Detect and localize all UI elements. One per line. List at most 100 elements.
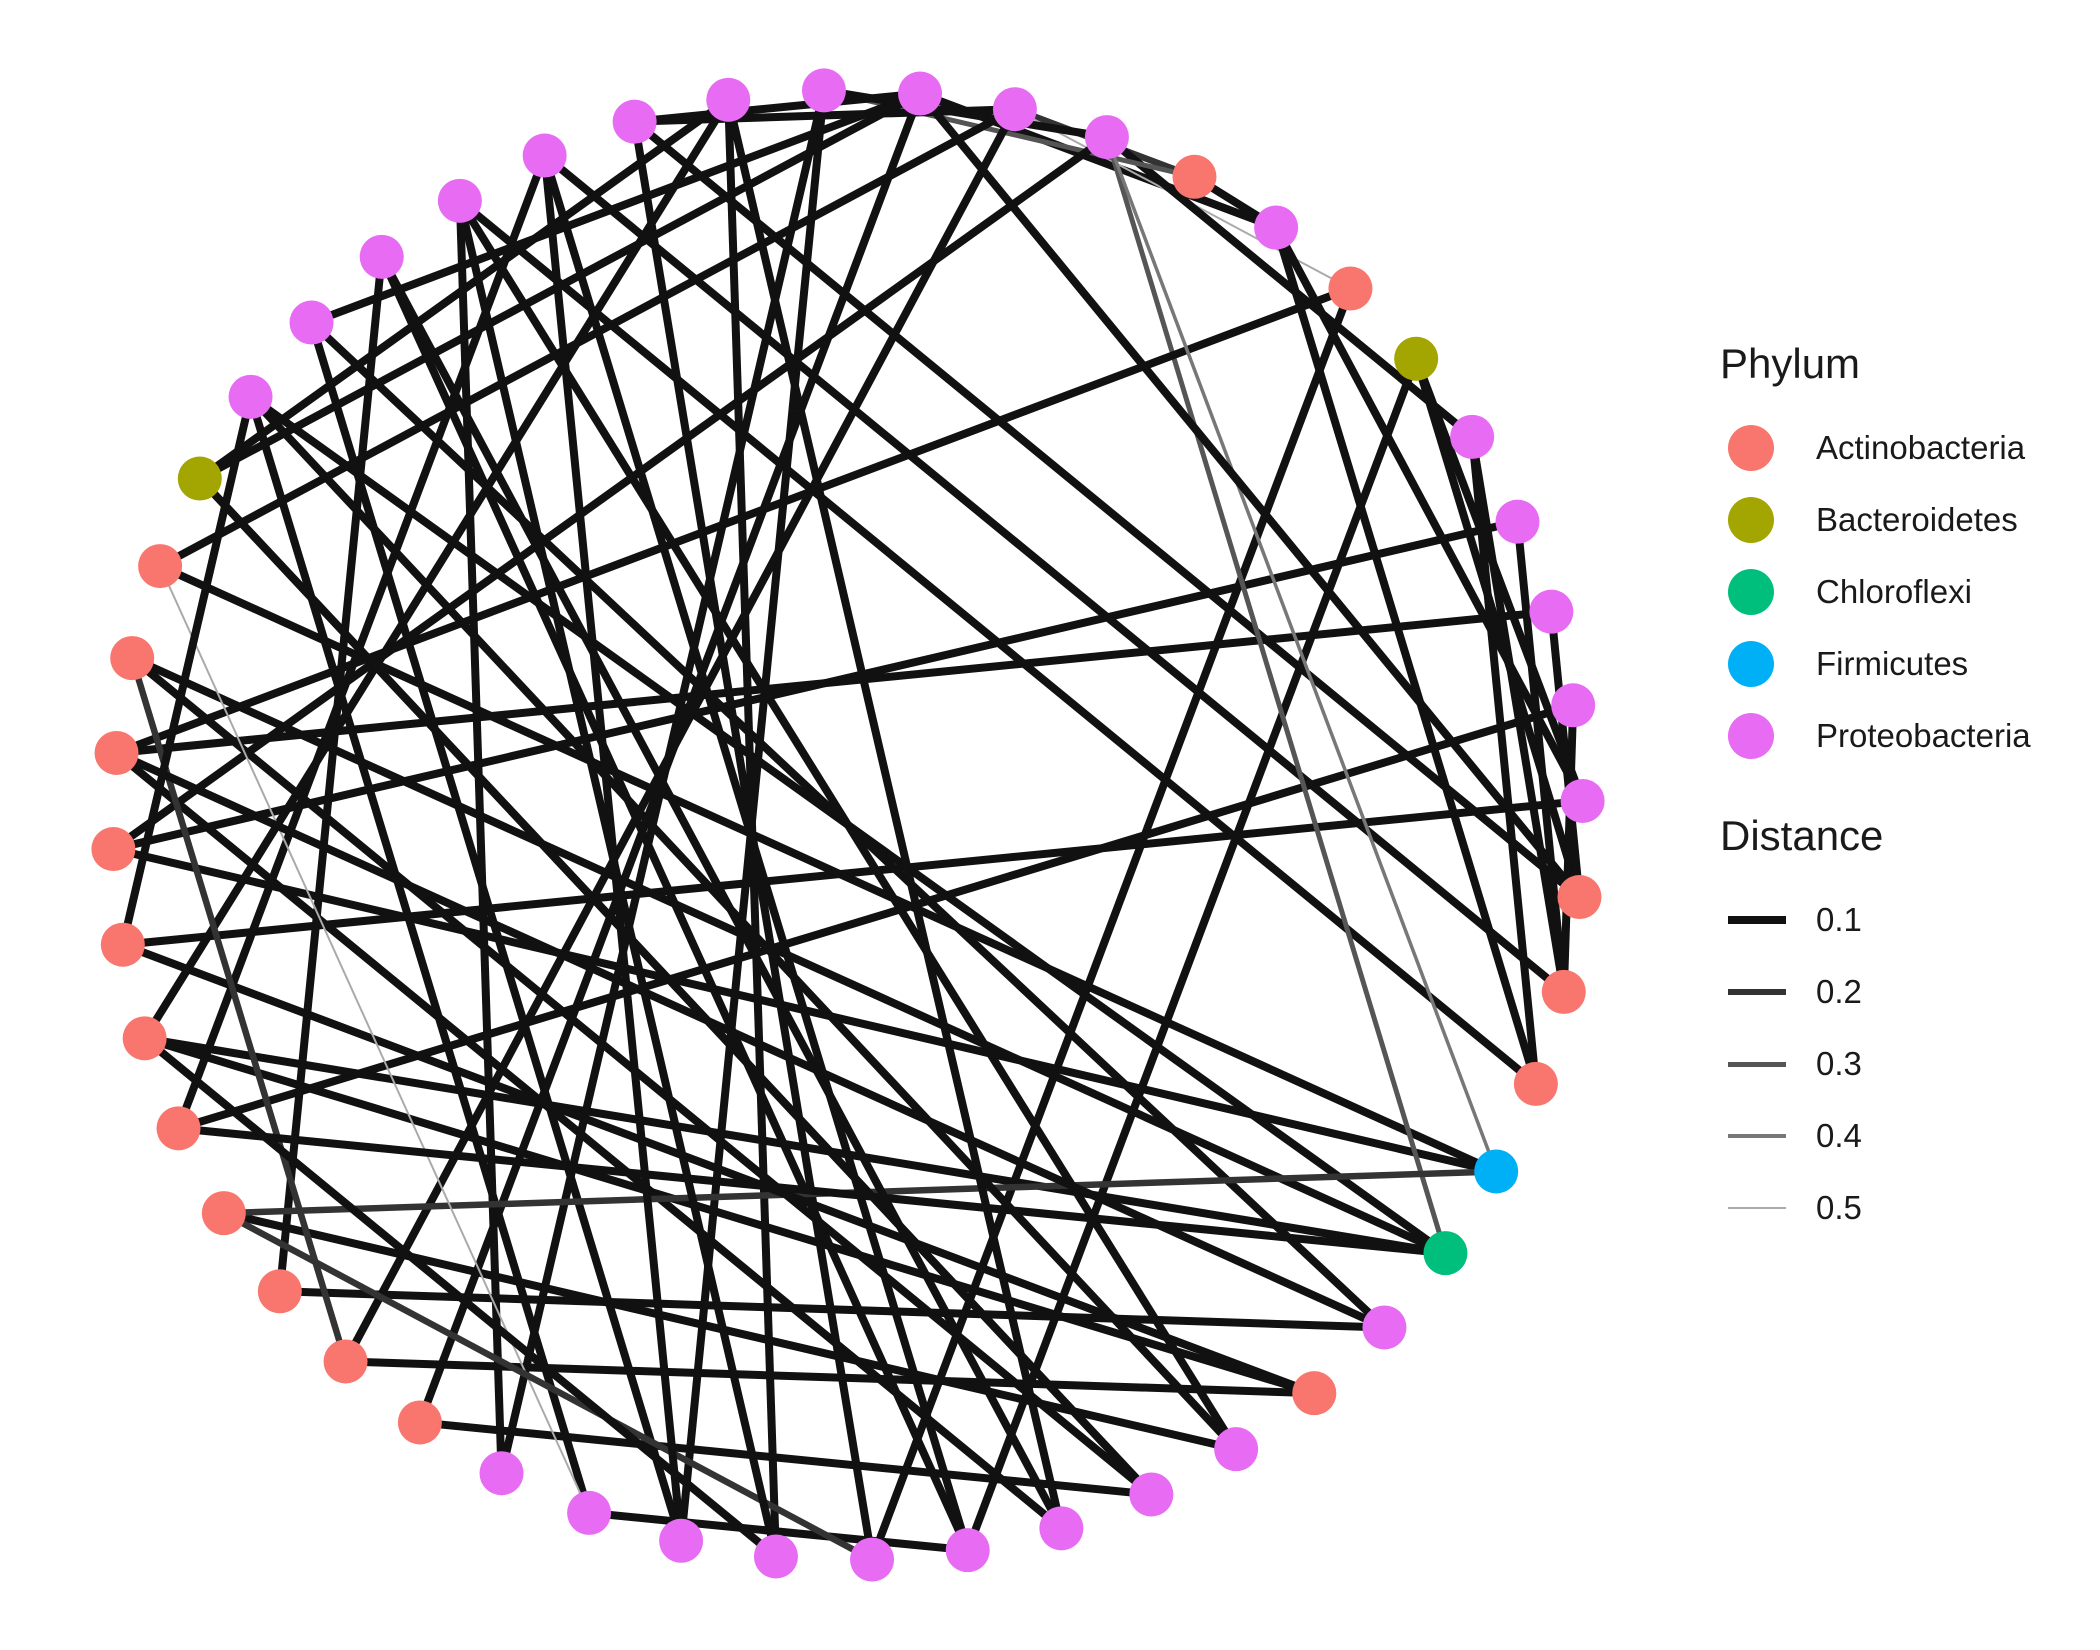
edge — [247, 394, 1240, 1452]
network-diagram — [91, 68, 1605, 1582]
node-layer — [91, 68, 1605, 1582]
edge — [540, 154, 972, 1552]
node — [397, 1400, 442, 1445]
phylum-legend-item: Proteobacteria — [1720, 700, 2031, 772]
edge — [724, 98, 1066, 1530]
edge — [143, 1034, 1447, 1258]
node — [1529, 589, 1574, 634]
node — [156, 1106, 201, 1151]
edge — [196, 475, 1155, 1498]
phylum-swatch — [1728, 713, 1774, 759]
phylum-swatch — [1728, 497, 1774, 543]
distance-legend-item: 0.1 — [1720, 884, 2031, 956]
edge — [455, 199, 780, 1558]
edge — [158, 562, 1498, 1176]
edge-layer — [111, 86, 1587, 1563]
edge — [310, 89, 922, 327]
node — [1474, 1149, 1519, 1194]
node — [1551, 683, 1596, 728]
node — [138, 544, 183, 589]
edge — [1104, 136, 1448, 1254]
edge — [634, 89, 921, 126]
edge — [963, 357, 1420, 1552]
phylum-label: Chloroflexi — [1816, 573, 1972, 610]
edge — [178, 1124, 1446, 1258]
node — [1541, 969, 1586, 1014]
edge — [114, 749, 1387, 1332]
node — [612, 99, 657, 144]
node — [1039, 1506, 1084, 1551]
node — [257, 1269, 302, 1314]
node — [289, 300, 334, 345]
edge — [542, 152, 1567, 995]
node — [567, 1490, 612, 1535]
edge — [111, 133, 1110, 853]
phylum-legend-item: Bacteroidetes — [1720, 484, 2031, 556]
node — [323, 1339, 368, 1384]
distance-legend-title: Distance — [1720, 812, 1884, 859]
edge — [122, 796, 1583, 949]
edge — [1513, 521, 1568, 993]
edge — [246, 395, 593, 1515]
node — [1394, 336, 1439, 381]
node — [1214, 1427, 1259, 1472]
phylum-swatch — [1728, 425, 1774, 471]
edge — [1104, 134, 1475, 440]
node — [898, 71, 943, 116]
node — [201, 1191, 246, 1236]
node — [522, 133, 567, 178]
node — [94, 730, 139, 775]
distance-line-key — [1728, 1061, 1786, 1067]
node — [1084, 115, 1129, 160]
node — [1292, 1371, 1337, 1416]
node — [1362, 1305, 1407, 1350]
edge — [141, 97, 732, 1041]
edge — [129, 655, 1154, 1498]
distance-legend-item: 0.3 — [1720, 1028, 2031, 1100]
node — [122, 1016, 167, 1061]
distance-label: 0.3 — [1816, 1045, 1862, 1082]
distance-label: 0.4 — [1816, 1117, 1862, 1154]
node — [753, 1534, 798, 1579]
edge — [378, 255, 972, 1552]
node — [1129, 1472, 1174, 1517]
node — [91, 827, 136, 872]
legend: Phylum Actinobacteria Bacteroidetes Chloro… — [1720, 340, 2031, 1244]
node — [177, 456, 222, 501]
phylum-legend: Phylum Actinobacteria Bacteroidetes Chloro… — [1720, 340, 2031, 772]
node — [110, 636, 155, 681]
edge — [419, 1418, 1152, 1499]
distance-legend-item: 0.5 — [1720, 1172, 2031, 1244]
phylum-legend-item: Chloroflexi — [1720, 556, 2031, 628]
distance-label: 0.5 — [1816, 1189, 1862, 1226]
node — [479, 1451, 524, 1496]
edge — [1559, 705, 1578, 993]
distance-legend: Distance 0.1 0.2 0.3 0.4 0.5 — [1720, 812, 2031, 1244]
phylum-label: Actinobacteria — [1816, 429, 2026, 466]
distance-legend-item: 0.2 — [1720, 956, 2031, 1028]
node — [1423, 1231, 1468, 1276]
phylum-swatch — [1728, 641, 1774, 687]
node — [1560, 778, 1605, 823]
edge — [143, 1034, 1316, 1397]
node — [228, 374, 273, 419]
node — [1254, 205, 1299, 250]
phylum-swatch — [1728, 569, 1774, 615]
edge — [158, 105, 1017, 570]
edge — [342, 107, 1019, 1364]
edge — [159, 565, 591, 1514]
node — [706, 77, 751, 122]
edge — [197, 96, 731, 482]
node — [1513, 1061, 1558, 1106]
distance-line-key — [1728, 916, 1786, 924]
edge — [1272, 225, 1587, 803]
distance-legend-item: 0.4 — [1720, 1100, 2031, 1172]
edge — [177, 701, 1575, 1133]
node — [359, 234, 404, 279]
edge — [142, 1035, 779, 1560]
phylum-label: Bacteroidetes — [1816, 501, 2018, 538]
edge — [916, 91, 1583, 900]
phylum-legend-item: Actinobacteria — [1720, 412, 2031, 484]
edge — [118, 395, 255, 946]
node — [945, 1528, 990, 1573]
